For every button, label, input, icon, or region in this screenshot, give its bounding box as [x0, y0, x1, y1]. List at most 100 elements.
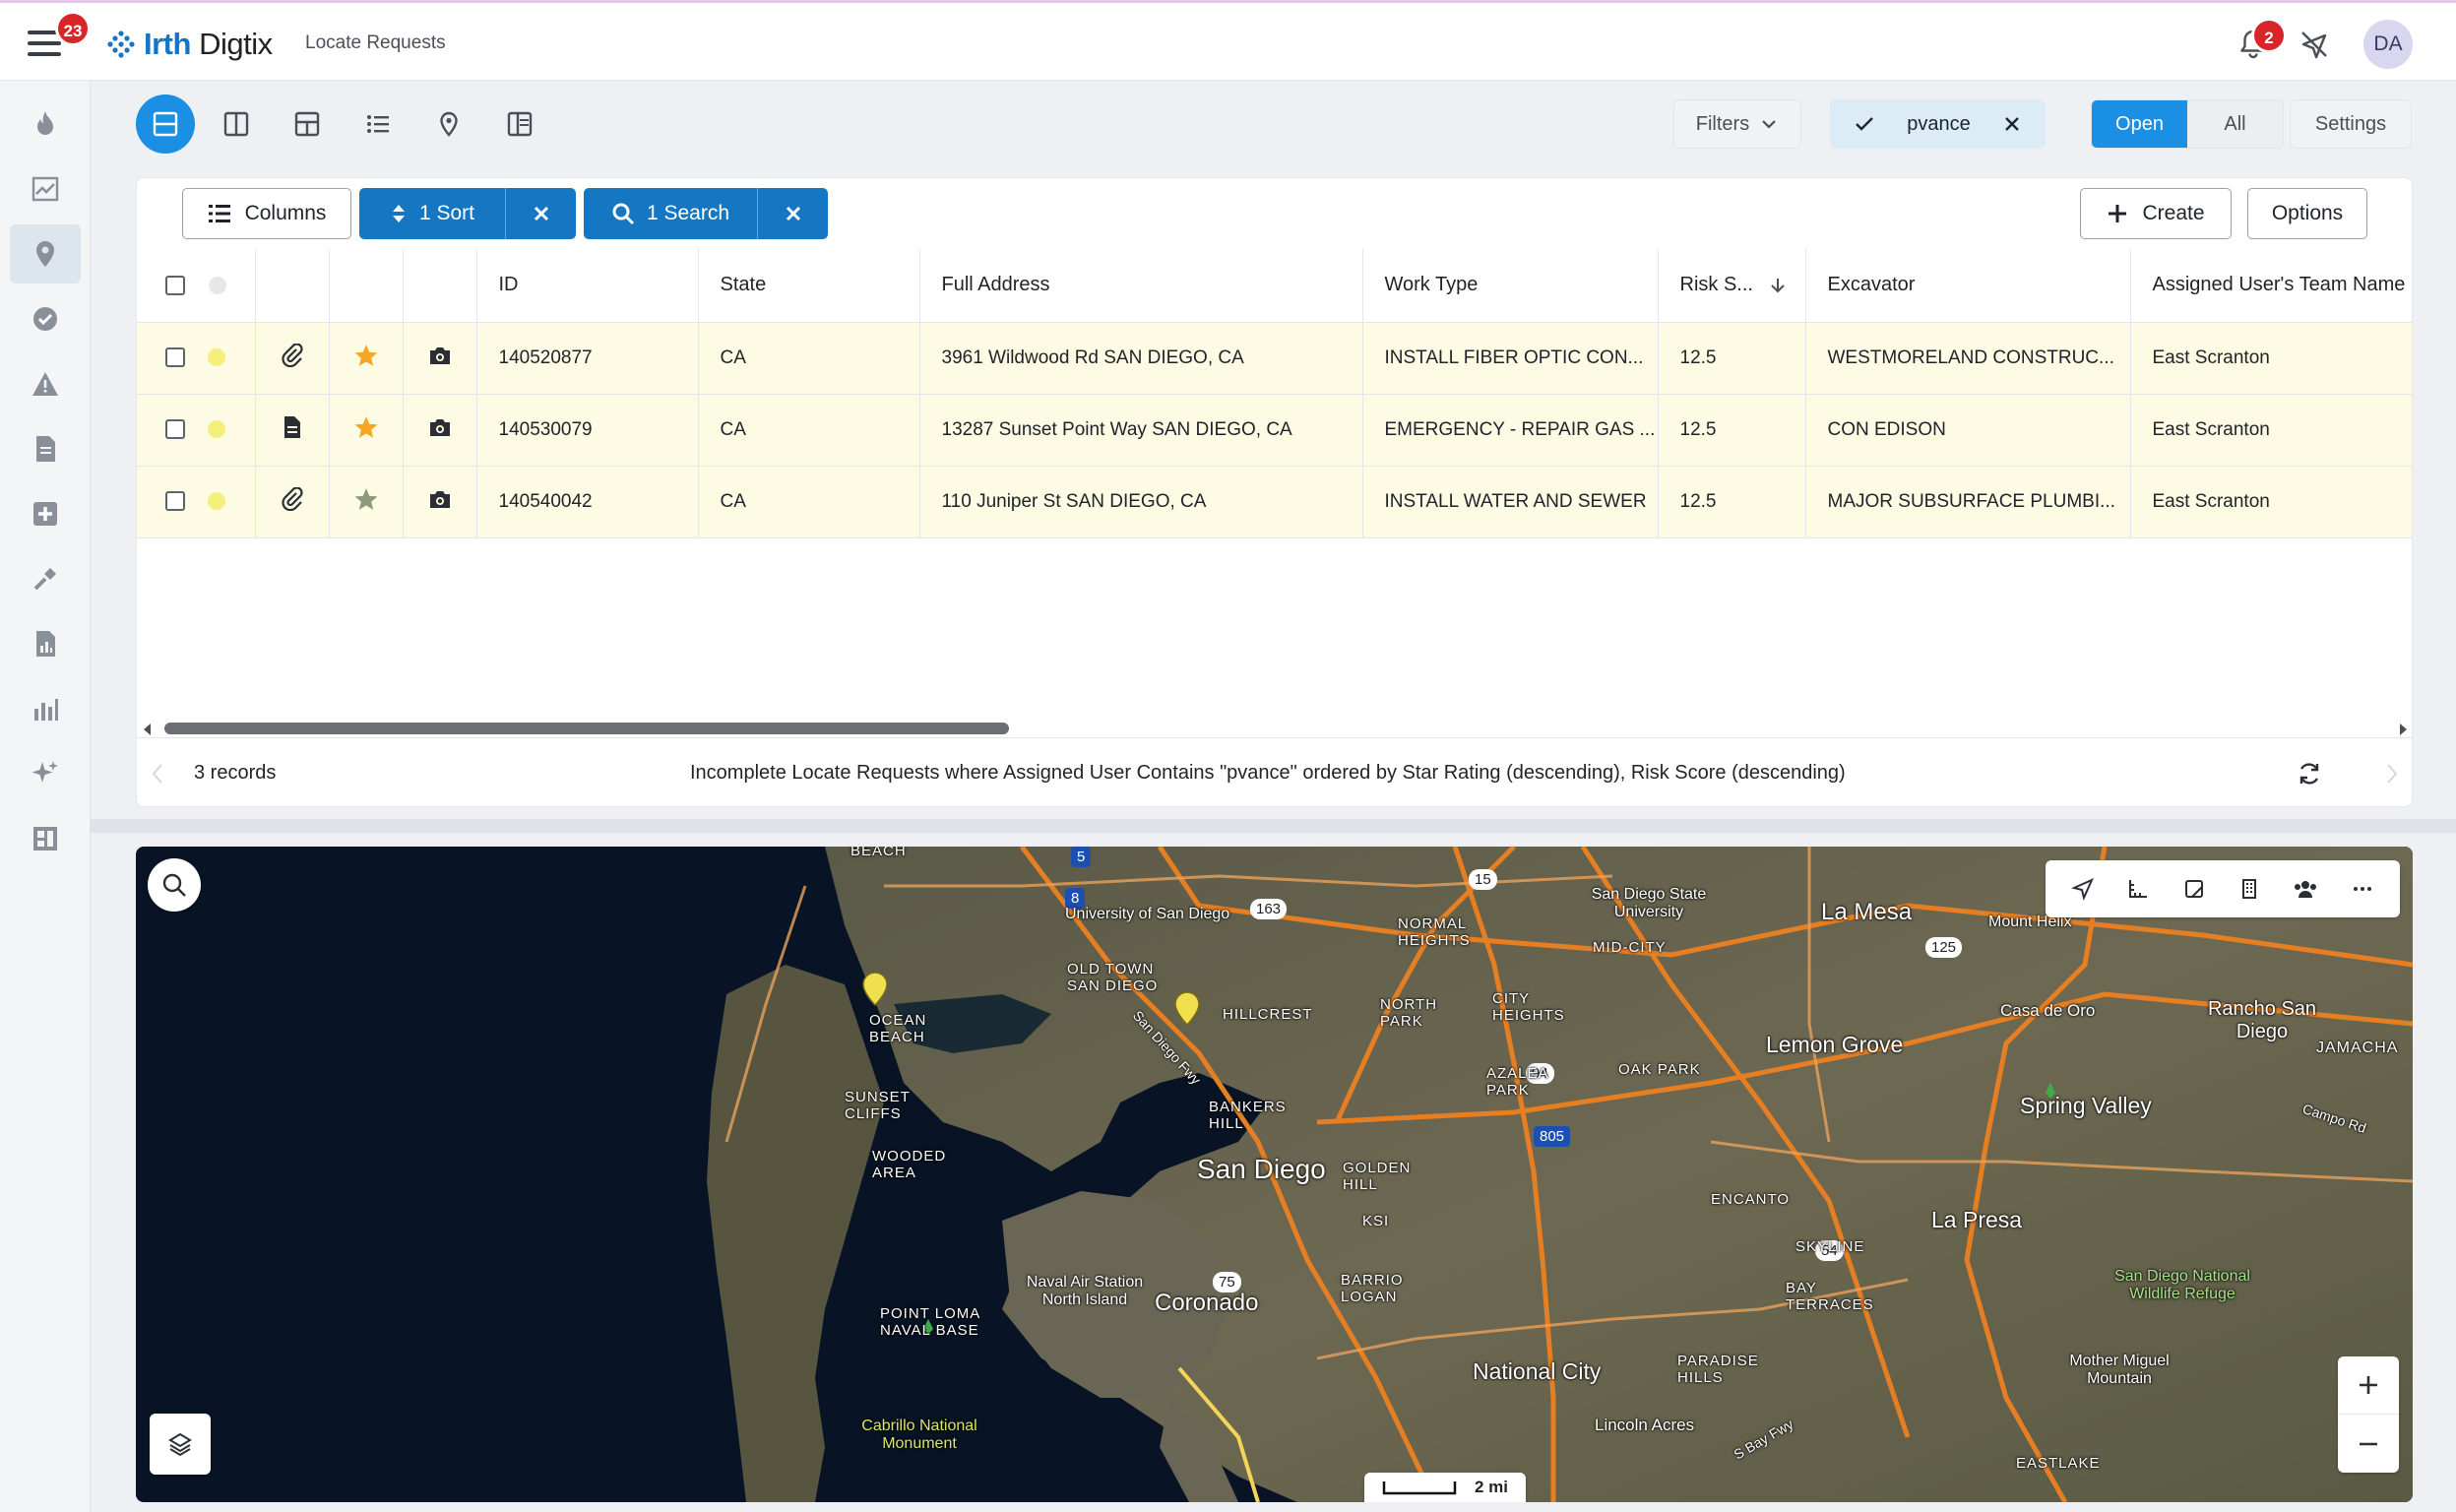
table-row[interactable]: 140540042 CA 110 Juniper St SAN DIEGO, C… [137, 466, 2412, 538]
label-mid-city: MID-CITY [1593, 939, 1667, 956]
column-header-team-name[interactable]: Assigned User's Team Name [2130, 249, 2412, 323]
view-map-button[interactable] [419, 94, 478, 154]
refresh-icon[interactable] [2297, 761, 2322, 787]
previous-page-icon[interactable] [151, 763, 164, 785]
sidebar-item-completed[interactable] [10, 289, 81, 348]
attachment-cell[interactable] [255, 394, 330, 467]
building-icon[interactable] [2237, 877, 2261, 901]
camera-icon[interactable] [428, 488, 452, 510]
photo-cell[interactable] [403, 322, 477, 395]
ruler-icon[interactable] [2126, 877, 2150, 901]
attachment-cell[interactable] [255, 322, 330, 395]
scrollbar-thumb[interactable] [164, 723, 1009, 734]
horizontal-scrollbar[interactable] [137, 716, 2412, 737]
row-checkbox[interactable] [165, 347, 186, 368]
user-avatar[interactable]: DA [2363, 20, 2413, 69]
app-logo[interactable]: Irth Digtix [106, 27, 273, 62]
paperclip-icon[interactable] [281, 342, 303, 372]
more-horizontal-icon[interactable] [2351, 877, 2374, 901]
star-icon[interactable] [353, 414, 379, 440]
scroll-right-icon[interactable] [2396, 723, 2410, 736]
sidebar-item-add[interactable] [10, 484, 81, 543]
star-cell[interactable] [329, 322, 404, 395]
clear-search-button[interactable] [757, 188, 828, 239]
navigation-arrow-icon[interactable] [2071, 877, 2095, 901]
photo-cell[interactable] [403, 394, 477, 467]
document-icon[interactable] [283, 415, 301, 444]
layers-button[interactable] [150, 1414, 211, 1475]
map-view[interactable]: 8 15 163 125 94 805 54 75 5 San Diego Co… [136, 847, 2413, 1502]
cell-id[interactable]: 140530079 [476, 394, 699, 467]
paperclip-icon[interactable] [281, 485, 303, 516]
star-icon[interactable] [353, 486, 379, 512]
map-markers[interactable] [862, 972, 1200, 1027]
view-split-vertical-button[interactable] [207, 94, 266, 154]
zoom-out-button[interactable] [2338, 1415, 2399, 1473]
clear-sort-button[interactable] [505, 188, 576, 239]
camera-icon[interactable] [428, 345, 452, 366]
table-row[interactable]: 140530079 CA 13287 Sunset Point Way SAN … [137, 394, 2412, 467]
close-icon[interactable] [2002, 114, 2022, 134]
sidebar-item-ai[interactable] [10, 744, 81, 803]
column-header-full-address[interactable]: Full Address [919, 249, 1363, 323]
table-panel: Columns 1 Sort 1 Search Create Options [136, 177, 2413, 807]
locate-marker-1[interactable] [862, 972, 888, 1007]
star-icon[interactable] [353, 343, 379, 368]
user-filter-chip[interactable]: pvance [1830, 99, 2046, 149]
column-header-risk-score[interactable]: Risk S... [1658, 249, 1806, 323]
settings-button[interactable]: Settings [2290, 99, 2412, 149]
columns-button[interactable]: Columns [182, 188, 351, 239]
sidebar-item-statistics[interactable] [10, 679, 81, 738]
locate-marker-2[interactable] [1174, 991, 1200, 1027]
label-encanto: ENCANTO [1711, 1191, 1791, 1208]
next-page-icon[interactable] [2385, 763, 2399, 785]
table-row[interactable]: 140520877 CA 3961 Wildwood Rd SAN DIEGO,… [137, 322, 2412, 395]
view-split-horizontal-button[interactable] [136, 94, 195, 154]
sidebar-item-locate-requests[interactable] [10, 224, 81, 284]
zoom-in-button[interactable] [2338, 1356, 2399, 1415]
camera-icon[interactable] [428, 416, 452, 438]
search-button[interactable]: 1 Search [584, 188, 757, 239]
open-toggle[interactable]: Open [2092, 100, 2187, 148]
view-grid-layout-button[interactable] [278, 94, 337, 154]
logo-icon [107, 31, 135, 58]
sidebar-item-alerts[interactable] [10, 354, 81, 413]
column-header-state[interactable]: State [698, 249, 920, 323]
draw-shape-icon[interactable] [2182, 877, 2206, 901]
satellite-map [136, 847, 2413, 1502]
sidebar-item-emergency[interactable] [10, 94, 81, 154]
sidebar-item-dashboard[interactable] [10, 809, 81, 868]
users-group-icon[interactable] [2293, 877, 2318, 901]
row-checkbox[interactable] [165, 419, 186, 440]
cell-id[interactable]: 140520877 [476, 322, 699, 395]
view-list-button[interactable] [348, 94, 408, 154]
park-marker-icon [2046, 1083, 2055, 1099]
filters-button[interactable]: Filters [1673, 99, 1801, 149]
label-rancho-san-diego: Rancho San Diego [2207, 998, 2317, 1042]
panel-resize-divider[interactable] [91, 819, 2456, 833]
cell-team-name: East Scranton [2130, 466, 2412, 538]
column-header-id[interactable]: ID [476, 249, 699, 323]
sidebar-item-tools[interactable] [10, 549, 81, 608]
row-checkbox[interactable] [165, 491, 186, 512]
all-toggle[interactable]: All [2224, 112, 2246, 135]
select-all-checkbox[interactable] [164, 275, 185, 295]
view-detail-panel-button[interactable] [490, 94, 549, 154]
location-off-icon[interactable] [2295, 25, 2334, 64]
scroll-left-icon[interactable] [141, 723, 155, 736]
sort-button[interactable]: 1 Sort [359, 188, 505, 239]
column-header-excavator[interactable]: Excavator [1805, 249, 2131, 323]
options-button[interactable]: Options [2247, 188, 2367, 239]
cell-id[interactable]: 140540042 [476, 466, 699, 538]
star-cell[interactable] [329, 394, 404, 467]
sidebar-item-reports[interactable] [10, 614, 81, 673]
map-search-button[interactable] [148, 858, 201, 912]
sidebar-item-documents[interactable] [10, 419, 81, 478]
star-cell[interactable] [329, 466, 404, 538]
attachment-cell[interactable] [255, 466, 330, 538]
photo-cell[interactable] [403, 466, 477, 538]
menu-icon[interactable] [28, 31, 61, 56]
column-header-work-type[interactable]: Work Type [1362, 249, 1659, 323]
create-button[interactable]: Create [2080, 188, 2232, 239]
sidebar-item-analytics[interactable] [10, 159, 81, 219]
